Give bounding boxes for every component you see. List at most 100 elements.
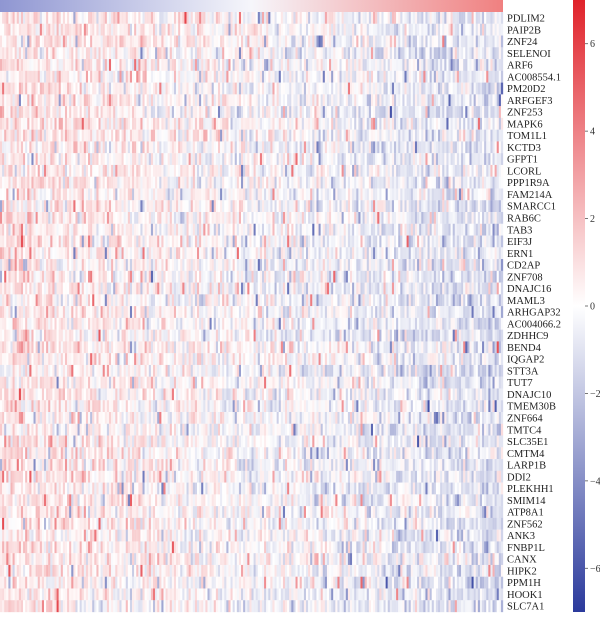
heatmap-cell [238, 117, 242, 130]
heatmap-cell [429, 164, 432, 177]
heatmap-cell [446, 35, 449, 48]
heatmap-cell [379, 35, 382, 48]
heatmap-cell [163, 47, 166, 60]
heatmap-cell [2, 176, 5, 189]
heatmap-cell [10, 164, 13, 177]
heatmap-cell [446, 59, 449, 71]
heatmap-cell [163, 176, 166, 189]
heatmap-cell [182, 153, 185, 166]
heatmap-cell [39, 23, 43, 36]
heatmap-cell [335, 212, 338, 224]
heatmap-cell [111, 153, 114, 166]
heatmap-cell [461, 23, 464, 36]
heatmap-cell [52, 23, 55, 36]
heatmap-cell [276, 200, 279, 213]
heatmap-cell [14, 59, 17, 71]
heatmap-cell [182, 23, 185, 36]
heatmap-cell [305, 247, 309, 260]
heatmap-cell [326, 82, 330, 95]
heatmap-cell [251, 12, 254, 24]
heatmap-cell [144, 188, 147, 201]
heatmap-cell [121, 35, 124, 48]
heatmap-cell [171, 223, 175, 236]
heatmap-cell [6, 223, 9, 236]
heatmap-cell [387, 188, 390, 201]
heatmap-cell [50, 235, 53, 248]
heatmap-cell [433, 70, 437, 83]
heatmap-cell [155, 235, 158, 248]
heatmap-cell [25, 94, 28, 107]
heatmap-cell [310, 164, 313, 177]
heatmap-cell [2, 106, 5, 119]
heatmap-cell [44, 129, 47, 142]
heatmap-cell [224, 200, 227, 213]
heatmap-cell [383, 247, 386, 260]
heatmap-cell [341, 212, 344, 224]
heatmap-cell [345, 188, 349, 201]
heatmap-cell [56, 200, 59, 213]
heatmap-cell [308, 223, 311, 236]
heatmap-cell [4, 47, 7, 60]
heatmap-cell [115, 141, 118, 154]
heatmap-cell [169, 82, 173, 95]
heatmap-cell [90, 12, 93, 24]
heatmap-cell [498, 212, 502, 224]
heatmap-cell [226, 82, 229, 95]
heatmap-cell [343, 247, 346, 260]
heatmap-cell [404, 247, 407, 260]
heatmap-cell [494, 47, 497, 60]
heatmap-cell [312, 106, 315, 119]
heatmap-cell [362, 59, 365, 71]
heatmap-cell [456, 153, 460, 166]
heatmap-cell [458, 23, 462, 36]
heatmap-cell [488, 223, 491, 236]
heatmap-cell [4, 117, 7, 130]
heatmap-cell [442, 153, 445, 166]
heatmap-cell [414, 82, 418, 95]
heatmap-cell [73, 35, 76, 48]
heatmap-cell [83, 23, 87, 36]
heatmap-cell [398, 153, 401, 166]
heatmap-cell [247, 82, 250, 95]
heatmap-cell [249, 12, 252, 24]
heatmap-cell [39, 200, 43, 213]
heatmap-cell [188, 164, 191, 177]
heatmap-cell [408, 94, 411, 107]
heatmap-cell [427, 235, 430, 248]
heatmap-cell [85, 35, 89, 48]
heatmap-cell [71, 117, 74, 130]
heatmap-cell [31, 70, 34, 83]
heatmap-cell [79, 247, 82, 260]
heatmap-cell [33, 106, 36, 119]
heatmap-cell [444, 212, 447, 224]
heatmap-cell [136, 247, 139, 260]
heatmap-cell [243, 12, 246, 24]
heatmap-cell [69, 23, 72, 36]
heatmap-cell [391, 59, 395, 71]
heatmap-cell [94, 223, 97, 236]
heatmap-cell [243, 164, 246, 177]
heatmap-cell [410, 12, 414, 24]
heatmap-cell [234, 153, 237, 166]
heatmap-cell [471, 212, 474, 224]
heatmap-cell [264, 164, 267, 177]
heatmap-cell [161, 35, 164, 48]
heatmap-cell [475, 94, 478, 107]
heatmap-cell [144, 247, 147, 260]
heatmap-cell [39, 247, 43, 260]
heatmap-cell [484, 188, 487, 201]
heatmap-cell [373, 223, 376, 236]
heatmap-cell [102, 153, 105, 166]
heatmap-cell [20, 129, 24, 142]
heatmap-cell [188, 82, 191, 95]
heatmap-cell [182, 129, 185, 142]
heatmap-cell [358, 164, 361, 177]
heatmap-cell [373, 153, 376, 166]
heatmap-cell [339, 200, 342, 213]
heatmap-cell [268, 47, 271, 60]
heatmap-cell [215, 94, 219, 107]
heatmap-cell [278, 12, 281, 24]
heatmap-cell [29, 141, 32, 154]
heatmap-cell [362, 235, 365, 248]
heatmap-cell [211, 106, 214, 119]
